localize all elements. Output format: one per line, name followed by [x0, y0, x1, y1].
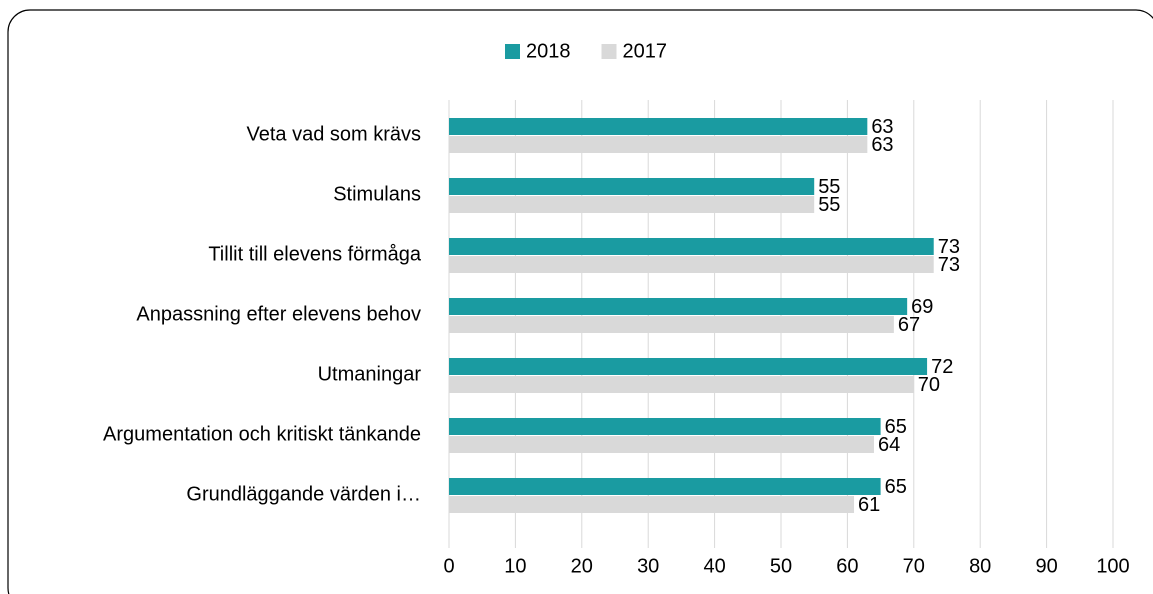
x-tick-label: 60: [836, 555, 858, 577]
data-label: 73: [938, 254, 960, 276]
y-tick-label: Anpassning efter elevens behov: [136, 303, 421, 325]
bar: [449, 418, 881, 435]
bar: [449, 496, 855, 513]
bar: [449, 118, 868, 135]
x-tick-label: 50: [770, 555, 792, 577]
bar: [449, 478, 881, 495]
data-label: 55: [818, 194, 840, 216]
data-label: 55: [818, 176, 840, 198]
data-label: 67: [898, 314, 920, 336]
data-label: 61: [858, 494, 880, 516]
y-tick-label: Stimulans: [333, 183, 421, 205]
data-label: 63: [871, 134, 893, 156]
legend-swatch: [505, 44, 520, 59]
data-label: 70: [918, 374, 940, 396]
y-tick-label: Veta vad som krävs: [246, 123, 421, 145]
legend-label: 2017: [623, 40, 668, 62]
data-label: 69: [911, 296, 933, 318]
y-tick-label: Tillit till elevens förmåga: [208, 243, 422, 265]
data-label: 72: [931, 356, 953, 378]
data-label: 63: [871, 116, 893, 138]
x-tick-label: 90: [1035, 555, 1057, 577]
x-tick-label: 80: [969, 555, 991, 577]
bar: [449, 376, 914, 393]
bar: [449, 436, 874, 453]
bar: [449, 316, 894, 333]
data-label: 64: [878, 434, 900, 456]
bar: [449, 196, 815, 213]
legend-swatch: [601, 44, 617, 59]
bar: [449, 178, 815, 195]
x-tick-label: 20: [571, 555, 593, 577]
bar: [449, 238, 934, 255]
x-tick-label: 70: [903, 555, 925, 577]
y-tick-label: Grundläggande värden i…: [186, 483, 421, 505]
data-label: 73: [938, 236, 960, 258]
data-label: 65: [885, 416, 907, 438]
bar: [449, 298, 908, 315]
x-tick-label: 30: [637, 555, 659, 577]
bar: [449, 358, 928, 375]
x-tick-label: 0: [443, 555, 454, 577]
y-tick-label: Utmaningar: [318, 363, 422, 385]
chart-border: [7, 9, 1153, 594]
y-tick-label: Argumentation och kritiskt tänkande: [103, 423, 421, 445]
x-tick-label: 40: [703, 555, 725, 577]
bar: [449, 256, 934, 273]
legend-label: 2018: [526, 40, 571, 62]
x-tick-label: 10: [504, 555, 526, 577]
data-label: 65: [885, 476, 907, 498]
bar: [449, 136, 868, 153]
x-tick-label: 100: [1096, 555, 1129, 577]
